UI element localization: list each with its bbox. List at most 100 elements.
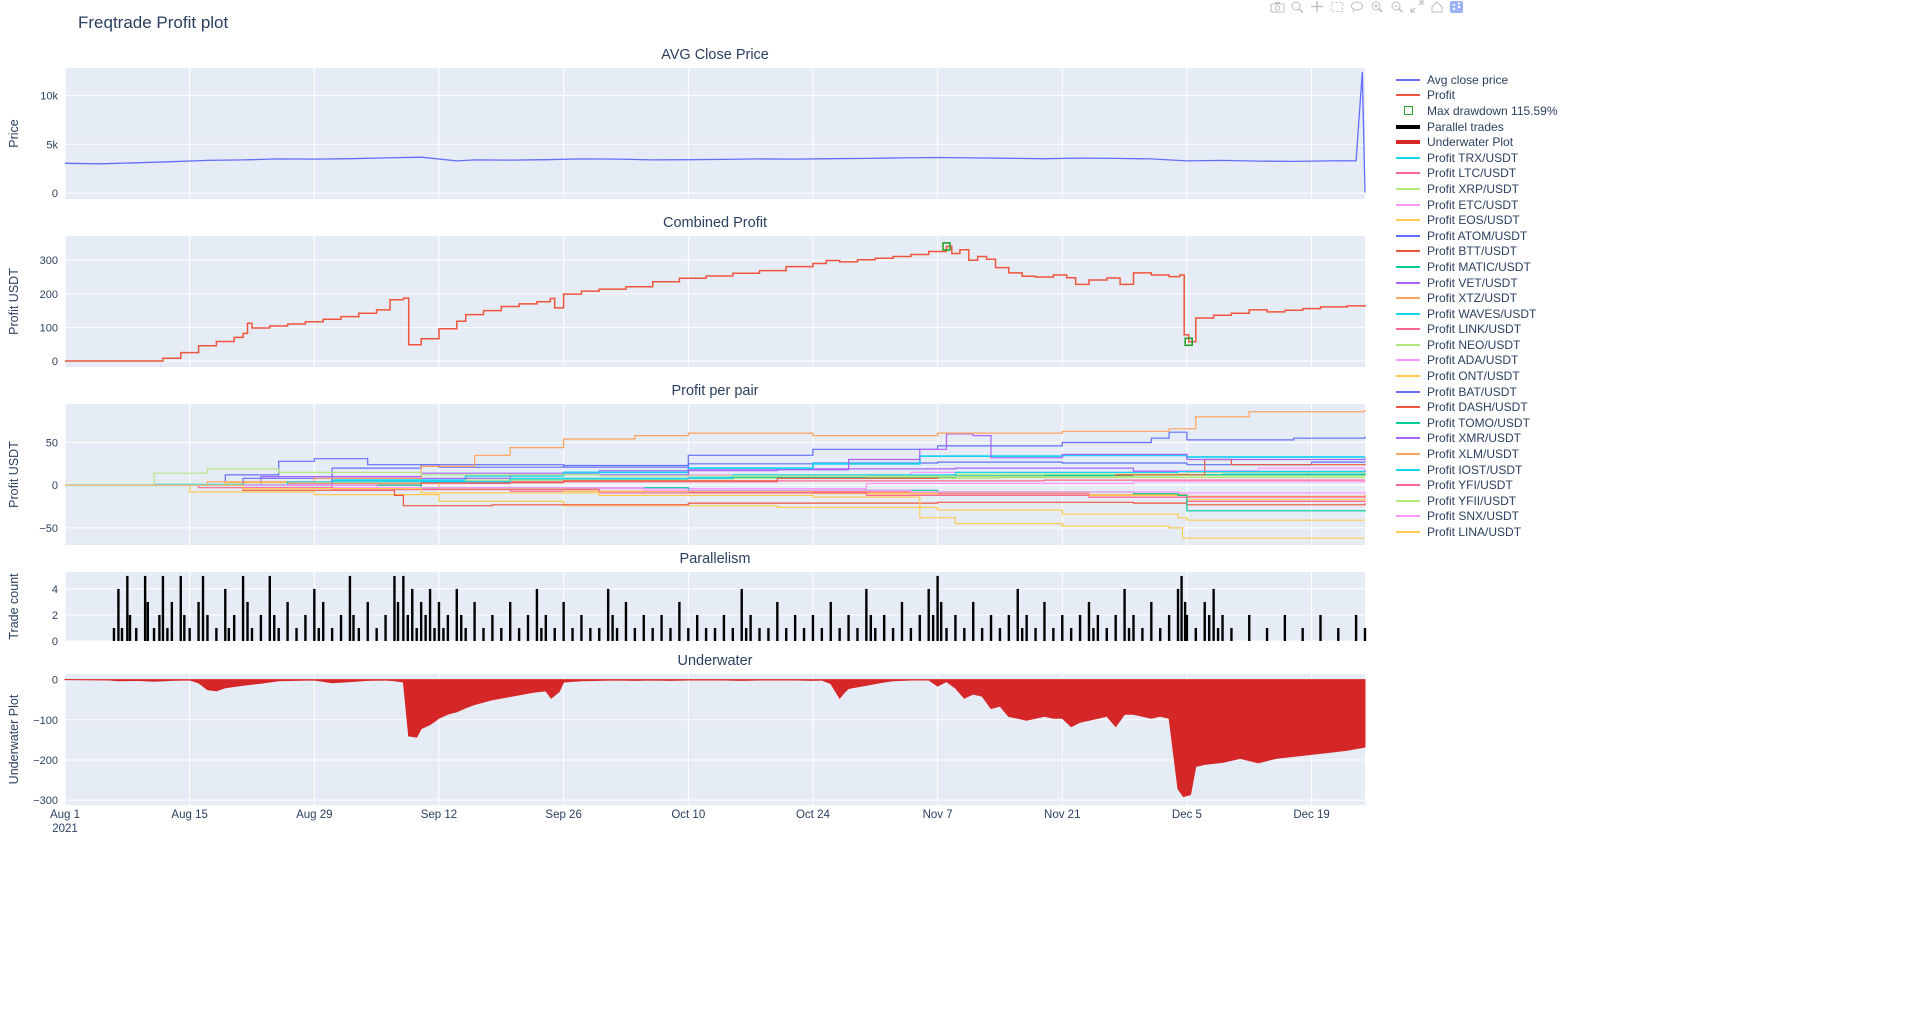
legend-label: Profit TOMO/USDT [1427,415,1530,430]
x-tick-label: Nov 21 [1044,809,1081,821]
legend-item-profit-btt-usdt[interactable]: Profit BTT/USDT [1396,244,1558,260]
x-tick-label: Sep 12 [420,809,458,821]
legend-line-sample-icon [1396,406,1420,409]
legend-item-profit-ont-usdt[interactable]: Profit ONT/USDT [1396,368,1558,384]
legend-item-profit-snx-usdt[interactable]: Profit SNX/USDT [1396,509,1558,525]
legend-line-sample-icon [1396,203,1420,206]
legend-label: Profit XRP/USDT [1427,181,1520,196]
series-profit-vet-usdt [65,467,1366,486]
subplot-combined-plot-area[interactable]: 0 100 200 300 Profit USDT [0,236,1380,368]
legend-label: Profit WAVES/USDT [1427,306,1537,321]
legend-line-sample-icon [1396,124,1420,129]
y-tick-label: 10k [40,90,58,102]
legend-item-max-drawdown-115-59[interactable]: Max drawdown 115.59% [1396,103,1558,119]
series-profit-trx-usdt [65,473,1365,486]
legend-label: Profit LTC/USDT [1427,166,1517,181]
subplot-title-price: AVG Close Price [661,47,769,63]
legend-item-profit-xrp-usdt[interactable]: Profit XRP/USDT [1396,181,1558,197]
y-tick-label: −300 [33,795,58,807]
legend: Avg close price Profit Max drawdown 115.59… [1396,72,1558,540]
legend-label: Profit SNX/USDT [1427,509,1520,524]
y-tick-label: 100 [40,322,58,334]
legend-label: Profit TRX/USDT [1427,150,1519,165]
legend-marker-square-icon [1396,106,1420,116]
reset-axes-icon[interactable] [1429,0,1447,13]
legend-item-profit-dash-usdt[interactable]: Profit DASH/USDT [1396,399,1558,415]
plot-background [65,236,1365,367]
legend-label: Profit XMR/USDT [1427,431,1522,446]
series-parallel-trades [112,575,1367,641]
legend-item-profit-yfii-usdt[interactable]: Profit YFII/USDT [1396,493,1558,509]
legend-label: Profit ONT/USDT [1427,369,1520,384]
legend-line-sample-icon [1396,172,1420,175]
legend-item-profit-xmr-usdt[interactable]: Profit XMR/USDT [1396,431,1558,447]
gridlines [64,236,1365,367]
legend-line-sample-icon [1396,531,1420,534]
y-tick-label: 0 [52,636,58,648]
series-profit-iost-usdt [65,470,1365,486]
legend-item-profit-ltc-usdt[interactable]: Profit LTC/USDT [1396,166,1558,182]
subplot-underwater-plot-area[interactable]: 0 −100 −200 −300 Underwater Plot [0,674,1380,807]
legend-item-profit-xlm-usdt[interactable]: Profit XLM/USDT [1396,446,1558,462]
series-profit-lina-usdt [65,484,1365,539]
pan-icon[interactable] [1309,0,1327,13]
legend-label: Profit XLM/USDT [1427,447,1520,462]
legend-item-profit-atom-usdt[interactable]: Profit ATOM/USDT [1396,228,1558,244]
zoom-out-icon[interactable] [1389,0,1407,13]
legend-line-sample-icon [1396,187,1420,190]
legend-item-profit-iost-usdt[interactable]: Profit IOST/USDT [1396,462,1558,478]
legend-item-avg-close-price[interactable]: Avg close price [1396,72,1558,88]
legend-item-profit-trx-usdt[interactable]: Profit TRX/USDT [1396,150,1558,166]
legend-line-sample-icon [1396,312,1420,315]
lasso-icon[interactable] [1349,0,1367,13]
legend-item-profit-bat-usdt[interactable]: Profit BAT/USDT [1396,384,1558,400]
x-tick-label: Nov 7 [922,809,953,821]
x-tick-label: Aug 29 [296,809,333,821]
legend-item-profit-waves-usdt[interactable]: Profit WAVES/USDT [1396,306,1558,322]
legend-item-profit-tomo-usdt[interactable]: Profit TOMO/USDT [1396,415,1558,431]
legend-item-profit-etc-usdt[interactable]: Profit ETC/USDT [1396,197,1558,213]
subplot-perpair-plot-area[interactable]: −50 0 50 Profit USDT [0,404,1380,545]
legend-item-profit-xtz-usdt[interactable]: Profit XTZ/USDT [1396,290,1558,306]
camera-icon[interactable] [1269,0,1287,13]
y-tick-label: 300 [40,255,58,267]
subplot-parallel-plot-area[interactable]: 0 2 4 Trade count [0,572,1380,648]
plotly-logo-icon[interactable] [1449,0,1467,13]
zoom-icon[interactable] [1289,0,1307,14]
subplot-title-parallel: Parallelism [679,551,751,567]
legend-label: Underwater Plot [1427,135,1514,150]
legend-item-profit-neo-usdt[interactable]: Profit NEO/USDT [1396,337,1558,353]
legend-item-profit-yfi-usdt[interactable]: Profit YFI/USDT [1396,477,1558,493]
legend-label: Profit [1427,88,1456,103]
zoom-in-icon[interactable] [1369,0,1387,13]
legend-label: Avg close price [1427,72,1509,87]
legend-line-sample-icon [1396,219,1420,222]
legend-item-profit-matic-usdt[interactable]: Profit MATIC/USDT [1396,259,1558,275]
legend-line-sample-icon [1396,297,1420,300]
subplot-title-underwater: Underwater [677,653,753,669]
legend-item-profit-ada-usdt[interactable]: Profit ADA/USDT [1396,353,1558,369]
legend-label: Max drawdown 115.59% [1427,103,1558,118]
page-title: Freqtrade Profit plot [78,13,229,32]
legend-line-sample-icon [1396,484,1420,487]
legend-label: Profit LINA/USDT [1427,525,1522,540]
legend-line-sample-icon [1396,421,1420,424]
subplot-price-plot-area[interactable]: 0 5k 10k Price [0,68,1380,200]
legend-item-profit-eos-usdt[interactable]: Profit EOS/USDT [1396,212,1558,228]
legend-line-sample-icon [1396,390,1420,393]
legend-item-profit[interactable]: Profit [1396,88,1558,104]
box-select-icon[interactable] [1329,0,1347,13]
legend-line-sample-icon [1396,375,1420,378]
legend-item-profit-link-usdt[interactable]: Profit LINK/USDT [1396,322,1558,338]
legend-item-profit-lina-usdt[interactable]: Profit LINA/USDT [1396,524,1558,540]
legend-item-profit-vet-usdt[interactable]: Profit VET/USDT [1396,275,1558,291]
series-profit-eos-usdt [65,484,1365,521]
legend-item-underwater-plot[interactable]: Underwater Plot [1396,134,1558,150]
legend-line-sample-icon [1396,78,1420,81]
x-tick-label: Sep 26 [545,809,582,821]
legend-item-parallel-trades[interactable]: Parallel trades [1396,119,1558,135]
y-tick-label: 200 [40,289,58,301]
legend-label: Profit BTT/USDT [1427,244,1518,259]
autoscale-icon[interactable] [1409,0,1427,13]
subplot-title-combined: Combined Profit [663,215,767,231]
